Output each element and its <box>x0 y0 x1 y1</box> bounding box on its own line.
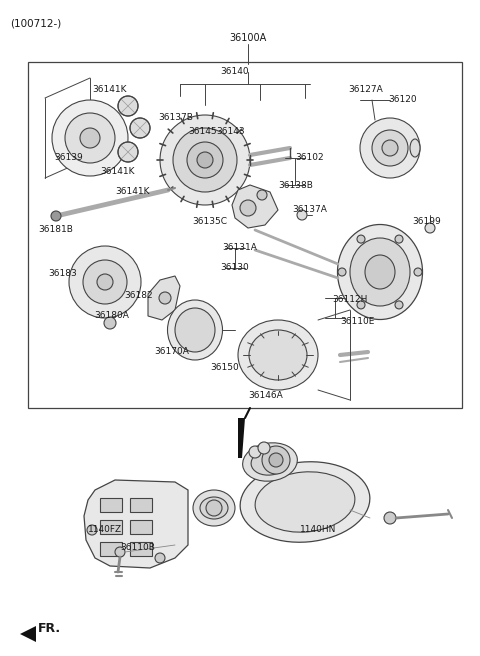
Circle shape <box>262 446 290 474</box>
Polygon shape <box>20 626 36 642</box>
Text: 36138B: 36138B <box>278 182 313 190</box>
Circle shape <box>115 547 125 557</box>
Circle shape <box>258 442 270 454</box>
Circle shape <box>118 96 138 116</box>
Ellipse shape <box>238 320 318 390</box>
Text: 36135C: 36135C <box>192 218 227 226</box>
Ellipse shape <box>255 472 355 532</box>
Circle shape <box>249 446 261 458</box>
Ellipse shape <box>175 308 215 352</box>
Text: 1140FZ: 1140FZ <box>88 525 122 535</box>
Text: 36131A: 36131A <box>222 243 257 253</box>
Text: 36102: 36102 <box>295 154 324 163</box>
Text: 36199: 36199 <box>412 218 441 226</box>
Circle shape <box>297 210 307 220</box>
Bar <box>130 498 152 512</box>
Circle shape <box>51 211 61 221</box>
Circle shape <box>257 190 267 200</box>
Circle shape <box>52 100 128 176</box>
Text: 36180A: 36180A <box>94 312 129 321</box>
Bar <box>100 542 122 556</box>
Text: 36112H: 36112H <box>332 295 367 304</box>
Bar <box>100 498 122 512</box>
Text: 36137A: 36137A <box>292 205 327 215</box>
Ellipse shape <box>200 497 228 519</box>
Circle shape <box>395 301 403 309</box>
Circle shape <box>159 292 171 304</box>
Circle shape <box>425 223 435 233</box>
Ellipse shape <box>193 490 235 526</box>
Bar <box>28 62 462 408</box>
Ellipse shape <box>168 300 223 360</box>
Polygon shape <box>84 480 188 568</box>
Ellipse shape <box>350 238 410 306</box>
Circle shape <box>384 512 396 524</box>
Text: 36100A: 36100A <box>229 33 266 43</box>
Text: 36110B: 36110B <box>120 544 156 552</box>
Polygon shape <box>232 185 278 228</box>
Ellipse shape <box>337 224 422 319</box>
Circle shape <box>206 500 222 516</box>
Circle shape <box>269 453 283 467</box>
Text: 36143: 36143 <box>216 127 245 136</box>
Text: 36141K: 36141K <box>115 188 149 197</box>
Text: 36183: 36183 <box>48 270 77 279</box>
Text: 36127A: 36127A <box>348 85 383 94</box>
Circle shape <box>173 128 237 192</box>
Text: 36141K: 36141K <box>100 167 134 176</box>
Circle shape <box>130 118 150 138</box>
Text: 36139: 36139 <box>54 154 83 163</box>
Circle shape <box>155 553 165 563</box>
Text: 36137B: 36137B <box>158 113 193 123</box>
Text: 36182: 36182 <box>124 291 153 300</box>
Circle shape <box>69 246 141 318</box>
Circle shape <box>357 235 365 243</box>
Circle shape <box>197 152 213 168</box>
Circle shape <box>240 200 256 216</box>
Ellipse shape <box>251 449 289 475</box>
Ellipse shape <box>240 462 370 543</box>
Circle shape <box>97 274 113 290</box>
Bar <box>130 542 152 556</box>
Text: 36110E: 36110E <box>340 318 374 327</box>
Circle shape <box>65 113 115 163</box>
Circle shape <box>338 268 346 276</box>
Ellipse shape <box>249 330 307 380</box>
Circle shape <box>372 130 408 166</box>
Text: 36120: 36120 <box>388 96 417 104</box>
Ellipse shape <box>242 443 298 482</box>
Polygon shape <box>238 418 245 458</box>
Polygon shape <box>148 276 180 320</box>
Text: 36146A: 36146A <box>248 392 283 401</box>
Text: 36145: 36145 <box>188 127 216 136</box>
Text: 36150: 36150 <box>210 363 239 373</box>
Text: 36181B: 36181B <box>38 226 73 234</box>
Bar <box>100 520 122 534</box>
Ellipse shape <box>365 255 395 289</box>
Text: 1140HN: 1140HN <box>300 525 336 535</box>
Circle shape <box>160 115 250 205</box>
Text: 36130: 36130 <box>220 264 249 272</box>
Circle shape <box>395 235 403 243</box>
Circle shape <box>80 128 100 148</box>
Circle shape <box>87 525 97 535</box>
Circle shape <box>360 118 420 178</box>
Circle shape <box>104 317 116 329</box>
Text: FR.: FR. <box>38 621 61 634</box>
Circle shape <box>382 140 398 156</box>
Circle shape <box>187 142 223 178</box>
Ellipse shape <box>410 139 420 157</box>
Bar <box>130 520 152 534</box>
Text: 36170A: 36170A <box>154 348 189 356</box>
Circle shape <box>414 268 422 276</box>
Circle shape <box>83 260 127 304</box>
Circle shape <box>357 301 365 309</box>
Text: 36141K: 36141K <box>92 85 127 94</box>
Text: 36140: 36140 <box>220 68 249 77</box>
Text: (100712-): (100712-) <box>10 18 61 28</box>
Circle shape <box>118 142 138 162</box>
